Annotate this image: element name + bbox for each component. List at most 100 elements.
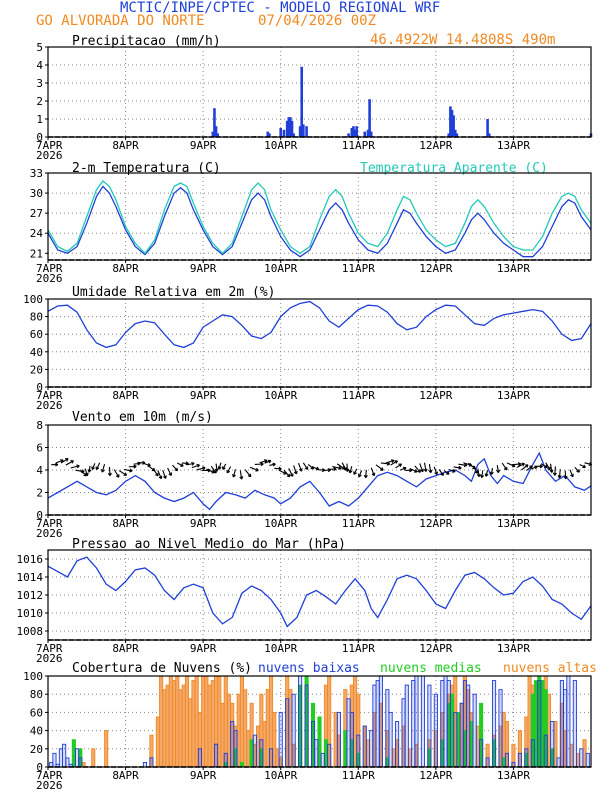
cloud-bar-nuvens-baixas (362, 725, 367, 768)
precip-bar (305, 126, 308, 137)
cloud-bar-nuvens-medias (317, 716, 322, 768)
wind-arrow-head (255, 467, 259, 472)
cloud-bar-nuvens-altas (288, 689, 293, 768)
cloud-bar-nuvens-altas (475, 725, 480, 768)
wind-arrow (118, 470, 127, 476)
cloud-bar-nuvens-baixas (369, 730, 374, 768)
x-tick-label: 9APR (190, 389, 217, 402)
cloud-bar-nuvens-altas (162, 689, 167, 768)
wind-arrow (293, 465, 297, 475)
wind-arrow (332, 466, 342, 469)
wind-arrow-head (222, 466, 226, 470)
wind-arrow (274, 467, 282, 470)
wind-arrow-head (304, 466, 309, 470)
y-tick-label: 33 (30, 167, 43, 180)
precip-bar (298, 126, 302, 137)
wind-arrow-head (247, 473, 252, 478)
x-tick-label: 9APR (190, 139, 217, 152)
cloud-bar-nuvens-altas (365, 739, 371, 768)
precip-bar (369, 131, 373, 137)
x-tick-label: 12APR (419, 139, 452, 152)
cloud-bar-nuvens-altas (194, 675, 199, 768)
cloud-bar-nuvens-baixas (298, 675, 303, 768)
x-tick-label: 12APR (419, 769, 452, 782)
x-tick-label: 12APR (419, 642, 452, 655)
cloud-bar-nuvens-altas (256, 725, 261, 768)
y-tick-label: 2 (36, 487, 43, 500)
legend-mid-clouds: nuvens medias (380, 661, 482, 676)
wind-arrow-head (155, 472, 159, 477)
x-tick-label: 10APR (264, 139, 297, 152)
cloud-bar-nuvens-baixas (346, 698, 351, 768)
y-tick-label: 40 (30, 346, 43, 359)
wind-arrow (501, 462, 508, 471)
wind-arrow-head (390, 459, 395, 464)
wind-arrow-head (133, 464, 137, 469)
wind-arrow (477, 468, 480, 477)
cloud-bar-nuvens-altas (265, 689, 270, 768)
cloud-bar-nuvens-baixas (78, 757, 83, 768)
y-tick-label: 0 (36, 509, 43, 522)
wind-arrow-head (84, 472, 89, 477)
wind-arrow (101, 464, 106, 473)
wind-arrow-head (552, 472, 557, 476)
wind-arrow (288, 468, 294, 477)
cloud-bar-nuvens-altas (175, 675, 180, 768)
wind-arrow-head (239, 476, 244, 480)
wind-arrow (545, 462, 551, 471)
wind-arrow (550, 463, 553, 473)
wind-arrow-head (398, 463, 402, 467)
wind-arrow (496, 465, 499, 473)
wind-arrow-head (286, 473, 291, 478)
x-tick-year: 2026 (36, 652, 63, 665)
wind-arrow (453, 466, 462, 469)
cloud-bar-nuvens-baixas (443, 675, 448, 768)
precip-bar (353, 129, 357, 137)
x-tick-label: 13APR (497, 389, 530, 402)
y-tick-label: 1014 (17, 571, 44, 584)
cloud-bar-nuvens-altas (582, 739, 587, 768)
wind-arrow-head (191, 461, 195, 466)
wind-arrow (259, 459, 268, 464)
x-tick-label: 10APR (264, 769, 297, 782)
wind-arrow-head (357, 473, 362, 478)
precip-bar (486, 119, 489, 137)
wind-arrow (244, 469, 252, 478)
wind-arrow-head (65, 458, 69, 462)
cloud-bar-nuvens-baixas (356, 734, 361, 768)
header-location: GO ALVORADA DO NORTE (36, 13, 205, 29)
y-tick-label: 1 (36, 113, 43, 126)
cloud-bar-nuvens-altas (220, 702, 225, 768)
cloud-bar-nuvens-baixas (58, 748, 63, 768)
wind-arrow-head (414, 469, 418, 473)
panel-title-precip: Precipitacao (mm/h) (72, 34, 221, 49)
cloud-bar-nuvens-baixas (453, 711, 458, 768)
wind-arrow (564, 470, 567, 479)
wind-arrow-head (338, 465, 342, 470)
wind-arrow-head (333, 467, 337, 472)
x-tick-year: 2026 (36, 527, 63, 540)
cloud-bar-nuvens-baixas (372, 684, 377, 768)
y-tick-label: 40 (30, 725, 43, 738)
wind-arrow (191, 464, 200, 469)
wind-arrow (438, 469, 444, 476)
cloud-bar-nuvens-altas (576, 752, 581, 768)
wind-arrow (133, 462, 141, 465)
wind-arrow-head (529, 465, 533, 469)
cloud-bar-nuvens-baixas (517, 752, 522, 768)
series-line-0 (47, 185, 592, 258)
cloud-bar-nuvens-baixas (479, 739, 484, 768)
wind-arrow-head (76, 464, 80, 469)
cloud-bar-nuvens-altas (155, 716, 160, 768)
cloud-bar-nuvens-baixas (52, 752, 57, 768)
series-line-0 (47, 300, 592, 349)
cloud-bar-nuvens-medias (501, 757, 506, 768)
cloud-bar-nuvens-altas (172, 680, 177, 768)
precip-bar (300, 66, 304, 137)
header-run: 07/04/2026 00Z (258, 13, 376, 29)
cloud-bar-nuvens-baixas (427, 684, 432, 768)
wind-arrow (162, 469, 167, 479)
wind-arrow (336, 463, 345, 470)
wind-arrow-head (70, 460, 74, 464)
